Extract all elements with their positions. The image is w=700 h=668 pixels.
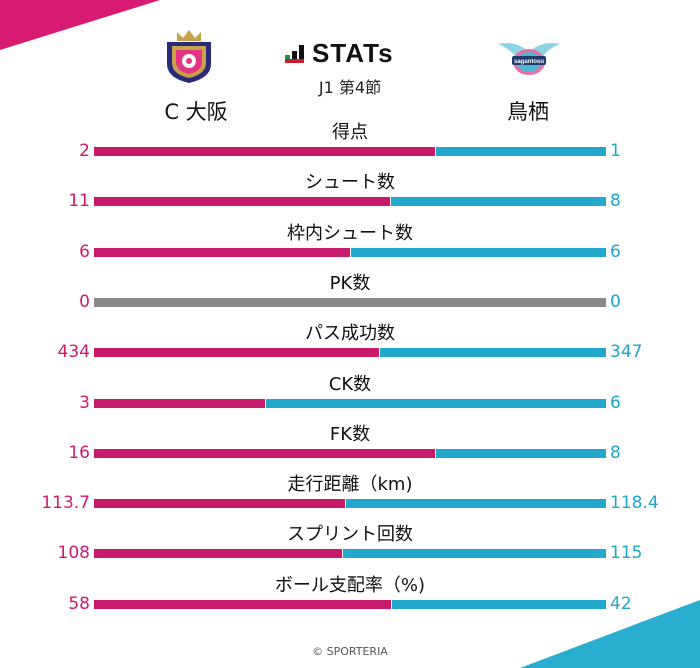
home-stat-bar xyxy=(94,499,345,509)
away-stat-value: 115 xyxy=(610,543,643,564)
j-league-logo-icon xyxy=(285,44,304,63)
home-stat-bar xyxy=(94,247,350,257)
home-stat-value: 113.7 xyxy=(41,493,90,514)
away-stat-value: 8 xyxy=(610,191,621,212)
stats-logo: STATs xyxy=(284,38,394,69)
away-stat-value: 0 xyxy=(610,291,621,312)
stat-bar-empty xyxy=(94,297,606,307)
home-stat-bar xyxy=(94,398,265,408)
away-team-name: 鳥栖 xyxy=(507,100,549,124)
away-stat-bar xyxy=(391,197,606,207)
stat-label: CK数 xyxy=(328,373,372,395)
home-stat-value: 2 xyxy=(79,141,90,161)
away-stat-bar xyxy=(351,247,606,257)
away-team-emblem: sagantosu xyxy=(498,43,560,75)
home-stat-bar xyxy=(94,197,390,207)
home-stat-bar xyxy=(94,348,379,358)
home-stat-bar xyxy=(94,448,435,458)
home-stat-value: 434 xyxy=(57,342,90,363)
away-emblem-wordmark: sagantosu xyxy=(514,59,544,65)
stats-title: STATs xyxy=(312,38,394,68)
away-stat-value: 6 xyxy=(610,392,621,413)
home-stat-value: 0 xyxy=(79,291,90,312)
away-stat-bar xyxy=(266,398,606,408)
away-stat-bar xyxy=(436,147,606,156)
home-team-emblem xyxy=(167,30,211,83)
away-stat-bar xyxy=(343,549,606,559)
home-stat-bar xyxy=(94,599,391,609)
home-stat-bar xyxy=(94,549,342,559)
away-stat-value: 42 xyxy=(610,593,632,614)
away-stat-bar xyxy=(380,348,606,358)
away-stat-value: 118.4 xyxy=(610,493,659,514)
home-stat-value: 6 xyxy=(79,241,90,262)
stat-label: ボール支配率（%) xyxy=(274,574,426,596)
match-round: J1 第4節 xyxy=(318,78,382,97)
home-team-name: C 大阪 xyxy=(164,100,228,124)
home-stat-value: 11 xyxy=(68,191,90,212)
away-stat-bar xyxy=(392,599,606,609)
stat-label: PK数 xyxy=(329,272,371,294)
away-stat-value: 347 xyxy=(610,342,643,363)
away-stat-value: 1 xyxy=(610,141,621,161)
stat-label: パス成功数 xyxy=(305,323,395,345)
away-stat-bar xyxy=(436,448,606,458)
home-stat-value: 58 xyxy=(68,593,90,614)
stat-label: 枠内シュート数 xyxy=(287,222,413,244)
credit: © SPORTERIA xyxy=(312,645,388,658)
stat-label: シュート数 xyxy=(305,172,395,194)
stat-label: 得点 xyxy=(332,122,368,143)
stat-label: FK数 xyxy=(329,423,371,445)
away-stat-bar xyxy=(346,499,606,509)
match-header: STATs sagantosu J1 第4節 C 大阪 鳥栖 xyxy=(0,0,700,130)
home-stat-value: 3 xyxy=(79,392,90,413)
home-stat-value: 16 xyxy=(68,442,90,463)
home-stat-bar xyxy=(94,147,435,156)
away-stat-value: 8 xyxy=(610,442,621,463)
stat-label: 走行距離（km) xyxy=(287,474,413,496)
away-stat-value: 6 xyxy=(610,241,621,262)
home-stat-value: 108 xyxy=(57,543,90,564)
stat-label: スプリント回数 xyxy=(287,524,413,546)
